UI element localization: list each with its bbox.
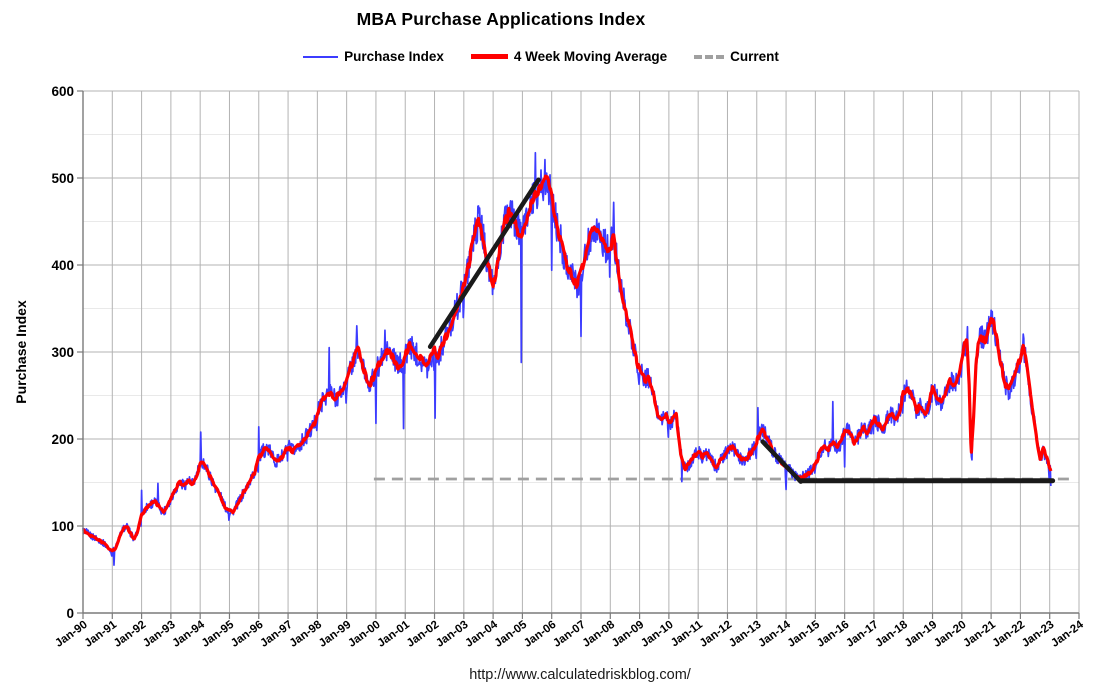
svg-text:Jan-03: Jan-03: [434, 619, 471, 650]
svg-text:Jan-99: Jan-99: [317, 619, 354, 650]
svg-text:100: 100: [51, 519, 74, 534]
svg-text:400: 400: [51, 258, 74, 273]
svg-text:Jan-14: Jan-14: [756, 618, 793, 649]
current-dashed-swatch: [694, 54, 725, 59]
svg-text:Jan-10: Jan-10: [639, 619, 676, 650]
svg-text:Jan-91: Jan-91: [83, 618, 120, 649]
svg-text:Jan-09: Jan-09: [610, 619, 647, 650]
purchase-index-line-swatch: [303, 55, 339, 58]
svg-text:Jan-98: Jan-98: [288, 618, 325, 649]
svg-text:Jan-15: Jan-15: [786, 618, 823, 649]
svg-text:0: 0: [66, 606, 74, 621]
svg-text:500: 500: [51, 171, 74, 186]
svg-text:Jan-12: Jan-12: [698, 619, 735, 650]
legend-label-purchase-index: Purchase Index: [344, 49, 444, 64]
svg-text:Jan-07: Jan-07: [551, 619, 588, 650]
svg-text:Jan-22: Jan-22: [991, 619, 1028, 650]
footer-url: http://www.calculatedriskblog.com/: [469, 667, 691, 683]
svg-text:200: 200: [51, 432, 74, 447]
svg-text:Jan-13: Jan-13: [727, 619, 764, 650]
chart-title: MBA Purchase Applications Index: [356, 9, 646, 29]
svg-text:Jan-08: Jan-08: [581, 618, 618, 649]
svg-text:Jan-17: Jan-17: [844, 619, 881, 650]
svg-text:Jan-24: Jan-24: [1049, 618, 1086, 649]
legend-label-current: Current: [730, 49, 779, 64]
series-layer: [81, 151, 1053, 566]
annotation-layer: [427, 177, 1056, 484]
svg-text:Jan-20: Jan-20: [932, 619, 969, 650]
svg-text:Jan-18: Jan-18: [873, 618, 910, 649]
svg-text:Jan-16: Jan-16: [815, 619, 852, 650]
svg-text:Jan-06: Jan-06: [522, 619, 559, 650]
svg-text:600: 600: [51, 84, 74, 99]
svg-text:Jan-21: Jan-21: [961, 618, 998, 649]
svg-text:Jan-04: Jan-04: [463, 618, 500, 649]
svg-text:Jan-01: Jan-01: [375, 618, 412, 649]
axis-layer: 0100200300400500600Jan-90Jan-91Jan-92Jan…: [51, 84, 1086, 650]
svg-text:Jan-95: Jan-95: [200, 618, 237, 649]
legend: Purchase Index 4 Week Moving Average Cur…: [0, 49, 1082, 64]
legend-item-purchase-index: Purchase Index: [303, 49, 444, 64]
moving-average-line-swatch: [470, 54, 508, 59]
svg-text:Jan-19: Jan-19: [903, 619, 940, 650]
grid-layer: [83, 90, 1080, 613]
legend-item-current: Current: [694, 49, 779, 64]
svg-text:300: 300: [51, 345, 74, 360]
svg-text:Jan-93: Jan-93: [141, 619, 178, 650]
svg-text:Jan-00: Jan-00: [346, 619, 383, 650]
svg-text:Jan-90: Jan-90: [53, 619, 90, 650]
legend-item-moving-average: 4 Week Moving Average: [470, 49, 668, 64]
svg-text:Jan-94: Jan-94: [170, 618, 207, 649]
svg-text:Jan-92: Jan-92: [112, 619, 149, 650]
svg-text:Jan-02: Jan-02: [405, 619, 442, 650]
svg-text:Jan-97: Jan-97: [258, 619, 295, 650]
svg-text:Jan-23: Jan-23: [1020, 619, 1057, 650]
svg-text:Jan-96: Jan-96: [229, 619, 266, 650]
legend-label-moving-average: 4 Week Moving Average: [513, 49, 668, 64]
svg-text:Jan-05: Jan-05: [493, 618, 530, 649]
